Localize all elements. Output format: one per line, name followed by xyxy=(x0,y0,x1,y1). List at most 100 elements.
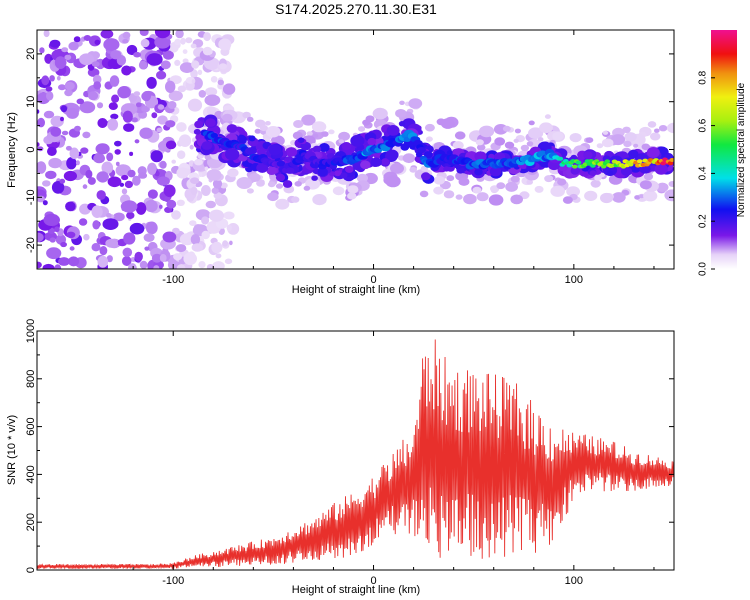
spectrogram-noise-blob xyxy=(145,221,158,235)
spectrogram-noise-blob xyxy=(177,150,186,159)
spectrogram-noise-blob xyxy=(103,38,120,51)
spectrogram-noise-blob xyxy=(114,140,122,147)
spectrogram-noise-blob xyxy=(50,126,62,137)
spectrogram-halo-blob xyxy=(321,131,329,137)
spectrogram-x-tick-label: 100 xyxy=(565,274,583,286)
spectrogram-band-blob xyxy=(266,166,277,175)
spectrogram-halo-blob xyxy=(566,186,580,197)
spectrogram-halo-blob xyxy=(510,194,523,205)
spectrogram-halo-blob xyxy=(292,131,303,140)
spectrogram-noise-blob xyxy=(218,38,232,51)
spectrogram-noise-blob xyxy=(106,152,114,162)
spectrogram-noise-blob xyxy=(127,169,136,178)
spectrogram-halo-blob xyxy=(463,193,477,205)
colorbar-ticks: 0.0 0.2 0.4 0.6 0.8 xyxy=(698,70,715,276)
spectrogram-band-blob xyxy=(205,118,216,127)
spectrogram-band-blob xyxy=(311,175,318,181)
spectrogram-noise-blob xyxy=(189,144,194,150)
spectrogram-ridge-blob xyxy=(247,147,257,155)
spectrogram-noise-blob xyxy=(66,231,76,238)
spectrogram-noise-blob xyxy=(96,102,104,109)
spectrogram-halo-blob xyxy=(236,177,253,189)
spectrogram-noise-blob xyxy=(129,151,134,156)
spectrogram-noise-blob xyxy=(49,39,61,48)
spectrogram-noise-blob xyxy=(58,257,70,266)
spectrogram-band-blob xyxy=(583,151,593,160)
spectrogram-noise-blob xyxy=(91,243,101,252)
spectrogram-noise-blob xyxy=(75,160,80,166)
spectrogram-halo-blob xyxy=(528,120,535,126)
spectrogram-x-tick-label: -100 xyxy=(162,274,184,286)
spectrogram-halo-blob xyxy=(643,173,654,181)
spectrogram-halo-blob xyxy=(446,175,455,182)
spectrogram-halo-blob xyxy=(419,190,429,198)
spectrogram-noise-blob xyxy=(150,150,163,163)
spectrogram-noise-blob xyxy=(121,65,132,76)
spectrogram-halo-blob xyxy=(504,141,515,149)
spectrogram-noise-blob xyxy=(211,241,223,254)
spectrogram-noise-blob xyxy=(190,234,201,245)
spectrogram-noise-blob xyxy=(37,161,47,174)
spectrogram-noise-blob xyxy=(177,85,187,93)
spectrogram-halo-blob xyxy=(654,128,660,133)
spectrogram-x-tick-label: 0 xyxy=(370,274,376,286)
spectrogram-noise-blob xyxy=(122,31,131,39)
spectrogram-halo-blob xyxy=(526,179,533,185)
spectrogram-noise-blob xyxy=(162,50,174,60)
spectrogram-halo-blob xyxy=(328,129,335,135)
spectrogram-halo-blob xyxy=(666,122,674,134)
spectrogram-noise-blob xyxy=(127,263,137,269)
colorbar-tick-label: 0.2 xyxy=(698,214,709,228)
spectrogram-noise-blob xyxy=(109,75,120,87)
spectrogram-ridge-blob xyxy=(566,163,573,168)
spectrogram-noise-blob xyxy=(198,172,203,177)
spectrogram-noise-blob xyxy=(223,211,235,220)
spectrogram-noise-blob xyxy=(165,120,176,128)
snr-y-axis-label: SNR (10 * v/v) xyxy=(6,415,18,485)
spectrogram-halo-blob xyxy=(639,180,652,190)
spectrogram-halo-blob xyxy=(476,144,486,151)
spectrogram-band-blob xyxy=(367,137,377,146)
spectrogram-noise-blob xyxy=(176,122,187,132)
spectrogram-band-blob xyxy=(628,149,639,159)
spectrogram-band-blob xyxy=(350,134,365,147)
snr-x-axis-label: Height of straight line (km) xyxy=(292,584,420,596)
spectrogram-halo-blob xyxy=(293,120,304,128)
spectrogram-noise-blob xyxy=(49,75,55,82)
spectrogram-noise-blob xyxy=(113,212,125,222)
spectrogram-noise-blob xyxy=(42,200,48,206)
spectrogram-noise-blob xyxy=(80,147,89,154)
spectrogram-noise-blob xyxy=(59,178,66,184)
spectrogram-halo-blob xyxy=(639,194,645,199)
spectrogram-ridge-blob xyxy=(557,156,564,161)
spectrogram-noise-blob xyxy=(78,218,88,226)
colorbar-gradient xyxy=(711,30,737,269)
spectrogram-noise-blob xyxy=(37,232,44,243)
spectrogram-halo-blob xyxy=(222,113,233,122)
spectrogram-noise-blob xyxy=(73,36,81,43)
spectrogram-halo-blob xyxy=(372,107,388,120)
spectrogram-band-blob xyxy=(341,142,352,151)
spectrogram-halo-blob xyxy=(623,140,632,148)
spectrogram-noise-blob xyxy=(105,213,112,218)
spectrogram-halo-blob xyxy=(544,114,551,119)
spectrogram-noise-blob xyxy=(87,177,96,185)
spectrogram-halo-blob xyxy=(562,196,573,204)
spectrogram-halo-blob xyxy=(275,198,290,210)
snr-y-tick-label: 200 xyxy=(25,513,37,531)
spectrogram-noise-blob xyxy=(205,200,216,209)
spectrogram-halo-blob xyxy=(425,136,433,142)
spectrogram-noise-blob xyxy=(85,169,93,179)
spectrogram-noise-blob xyxy=(140,38,150,48)
colorbar: 0.0 0.2 0.4 0.6 0.8 Normalized spectral ampl… xyxy=(698,30,747,276)
spectrogram-band-blob xyxy=(257,148,266,156)
spectrogram-noise-blob xyxy=(198,261,206,269)
spectrogram-noise-blob xyxy=(176,199,185,206)
snr-y-tick-label: 800 xyxy=(25,370,37,388)
spectrogram-ridge-blob xyxy=(276,160,286,167)
spectrogram-noise-blob xyxy=(222,240,229,247)
spectrogram-noise-blob xyxy=(208,209,225,222)
spectrogram-noise-blob xyxy=(174,59,181,66)
spectrogram-halo-blob xyxy=(534,185,544,193)
spectrogram-noise-blob xyxy=(64,81,75,91)
